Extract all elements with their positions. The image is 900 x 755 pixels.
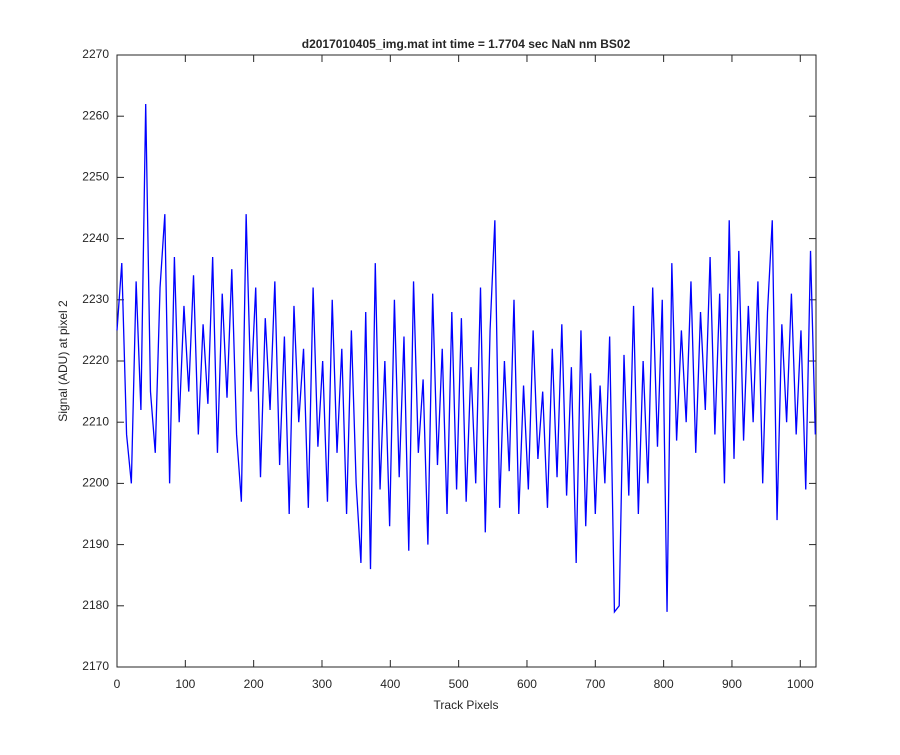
y-tick-label: 2190 (82, 537, 109, 551)
y-axis-label: Signal (ADU) at pixel 2 (56, 300, 70, 422)
y-tick-label: 2170 (82, 659, 109, 673)
x-tick-label: 700 (585, 677, 605, 691)
x-tick-label: 900 (722, 677, 742, 691)
x-tick-label: 400 (380, 677, 400, 691)
plot-area (116, 54, 817, 668)
x-tick-label: 500 (449, 677, 469, 691)
y-tick-label: 2210 (82, 414, 109, 428)
x-tick-label: 600 (517, 677, 537, 691)
x-tick-label: 0 (114, 677, 121, 691)
x-tick-label: 200 (244, 677, 264, 691)
data-line (116, 103, 816, 614)
x-tick-label: 1000 (787, 677, 814, 691)
y-tick-label: 2200 (82, 476, 109, 490)
y-tick-label: 2230 (82, 292, 109, 306)
y-tick-label: 2240 (82, 231, 109, 245)
y-tick-label: 2270 (82, 47, 109, 61)
x-tick-label: 800 (654, 677, 674, 691)
y-tick-label: 2250 (82, 170, 109, 184)
y-tick-label: 2220 (82, 353, 109, 367)
y-tick-label: 2180 (82, 598, 109, 612)
chart-title: d2017010405_img.mat int time = 1.7704 se… (302, 37, 631, 51)
x-axis-label: Track Pixels (434, 698, 499, 712)
x-tick-label: 100 (175, 677, 195, 691)
x-tick-label: 300 (312, 677, 332, 691)
y-tick-label: 2260 (82, 108, 109, 122)
